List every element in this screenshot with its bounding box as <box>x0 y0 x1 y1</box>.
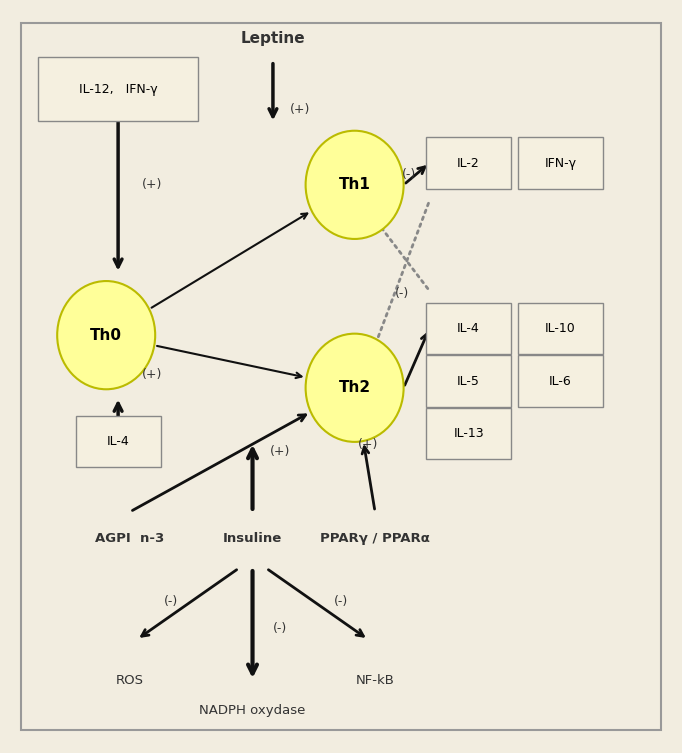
FancyBboxPatch shape <box>518 303 603 354</box>
FancyBboxPatch shape <box>518 138 603 188</box>
Text: NADPH oxydase: NADPH oxydase <box>199 705 306 718</box>
Text: (-): (-) <box>402 168 416 181</box>
Text: (-): (-) <box>164 596 178 608</box>
Text: AGPI  n-3: AGPI n-3 <box>95 532 164 544</box>
Text: IL-13: IL-13 <box>454 427 484 440</box>
Text: Th1: Th1 <box>339 178 370 192</box>
FancyBboxPatch shape <box>426 408 511 459</box>
Text: (+): (+) <box>358 437 379 450</box>
Text: (-): (-) <box>273 622 287 635</box>
Text: Th2: Th2 <box>338 380 371 395</box>
Text: PPARγ / PPARα: PPARγ / PPARα <box>320 532 430 544</box>
Text: NF-kB: NF-kB <box>355 675 394 687</box>
FancyBboxPatch shape <box>76 416 161 467</box>
Circle shape <box>306 334 404 442</box>
FancyBboxPatch shape <box>518 355 603 407</box>
FancyBboxPatch shape <box>38 57 198 121</box>
Circle shape <box>57 281 155 389</box>
Text: IL-2: IL-2 <box>457 157 480 169</box>
Text: IL-10: IL-10 <box>545 322 576 335</box>
Text: (+): (+) <box>290 103 310 116</box>
Text: (+): (+) <box>269 445 290 458</box>
Text: (-): (-) <box>334 596 348 608</box>
Text: IL-5: IL-5 <box>457 374 480 388</box>
Text: Th0: Th0 <box>90 328 122 343</box>
Text: Leptine: Leptine <box>241 31 306 46</box>
Text: IL-12,   IFN-γ: IL-12, IFN-γ <box>78 83 158 96</box>
Text: ROS: ROS <box>116 675 144 687</box>
Text: IL-4: IL-4 <box>457 322 480 335</box>
Text: Insuline: Insuline <box>223 532 282 544</box>
Text: IFN-γ: IFN-γ <box>544 157 576 169</box>
FancyBboxPatch shape <box>426 303 511 354</box>
Text: (+): (+) <box>142 367 162 381</box>
FancyBboxPatch shape <box>426 138 511 188</box>
Text: IL-4: IL-4 <box>106 434 130 447</box>
FancyBboxPatch shape <box>426 355 511 407</box>
Text: (-): (-) <box>395 287 409 300</box>
Text: (+): (+) <box>142 178 162 191</box>
Circle shape <box>306 131 404 239</box>
Text: IL-6: IL-6 <box>549 374 572 388</box>
